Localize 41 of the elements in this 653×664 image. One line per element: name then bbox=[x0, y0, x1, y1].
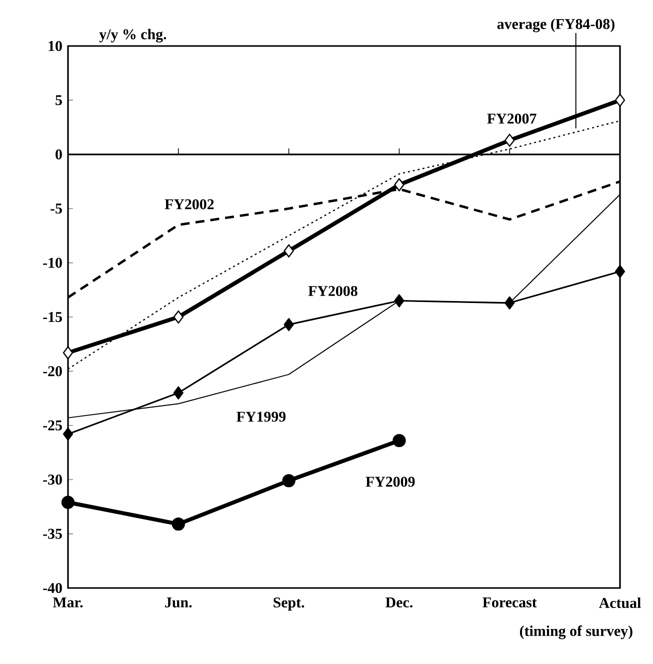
point bbox=[172, 517, 185, 531]
x-tick-label: Actual bbox=[598, 598, 641, 608]
point bbox=[62, 427, 74, 441]
point bbox=[284, 318, 294, 332]
point bbox=[282, 474, 296, 488]
point bbox=[62, 346, 74, 360]
y-tick-label: -40 bbox=[43, 582, 62, 594]
y-tick-label: -30 bbox=[43, 474, 62, 485]
point bbox=[392, 434, 406, 448]
x-tick-label: Forecast bbox=[482, 598, 537, 608]
point bbox=[614, 94, 626, 107]
y-tick-label: -20 bbox=[43, 366, 62, 376]
x-tick-label: Sept. bbox=[274, 598, 304, 611]
point bbox=[504, 134, 515, 147]
series-label: FY2002 bbox=[164, 199, 214, 210]
point bbox=[504, 296, 515, 310]
point bbox=[61, 496, 75, 509]
y-tick-label: 0 bbox=[56, 149, 62, 160]
point bbox=[173, 386, 184, 400]
x-axis-title: (timing of survey) bbox=[520, 625, 632, 640]
y-tick-label: -35 bbox=[43, 528, 62, 539]
x-tick-label: Jun. bbox=[165, 598, 192, 608]
point bbox=[394, 294, 404, 308]
text: average (FY84-08) bbox=[497, 18, 614, 32]
y-tick-label: -10 bbox=[43, 258, 62, 268]
y-tick-label: -15 bbox=[43, 312, 62, 322]
point bbox=[394, 178, 404, 192]
y-axis-title: y/y % chg. bbox=[99, 28, 166, 42]
series-label: FY1999 bbox=[236, 412, 286, 422]
point bbox=[284, 244, 294, 258]
series-label: FY2008 bbox=[308, 286, 358, 296]
point bbox=[173, 310, 184, 324]
point bbox=[614, 264, 626, 278]
y-tick-label: 5 bbox=[56, 95, 62, 106]
x-tick-label: Mar. bbox=[52, 598, 83, 608]
series-label: FY2007 bbox=[487, 114, 536, 124]
y-tick-label: -25 bbox=[43, 420, 62, 430]
y-tick-label: -5 bbox=[50, 204, 62, 214]
x-tick-label: Dec. bbox=[386, 598, 412, 608]
y-tick-label: 10 bbox=[48, 40, 62, 52]
series-label: FY2009 bbox=[366, 476, 415, 487]
